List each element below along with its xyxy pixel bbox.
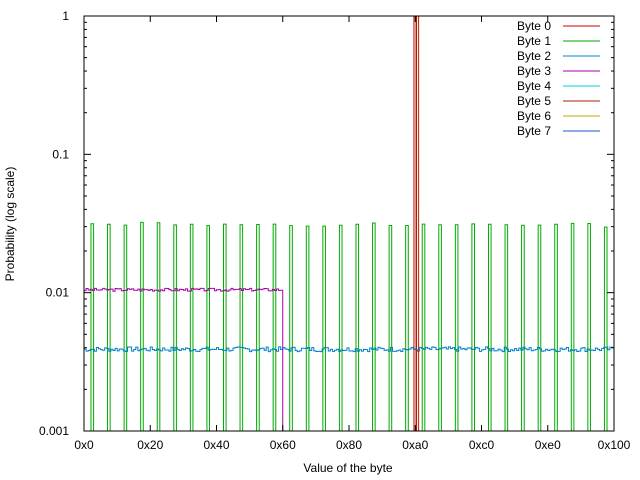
- series-spike: [537, 224, 542, 431]
- x-tick-label: 0xc0: [469, 438, 495, 452]
- series-line: [84, 346, 614, 353]
- series-spike: [587, 223, 591, 431]
- legend-label: Byte 7: [517, 124, 551, 138]
- x-tick-label: 0xa0: [402, 438, 428, 452]
- series-spike: [140, 221, 144, 431]
- series-spike: [454, 224, 459, 431]
- series-spike: [189, 223, 194, 431]
- series-spike: [421, 223, 426, 431]
- x-tick-label: 0x60: [270, 438, 296, 452]
- x-tick-label: 0x40: [203, 438, 229, 452]
- series-spike: [405, 224, 409, 431]
- legend-label: Byte 1: [517, 34, 551, 48]
- series-spike: [173, 224, 177, 431]
- legend-label: Byte 4: [517, 79, 551, 93]
- legend-label: Byte 6: [517, 109, 551, 123]
- series-spike: [305, 225, 310, 431]
- series-spike: [107, 223, 111, 431]
- y-tick-label: 0.01: [46, 286, 70, 300]
- x-tick-label: 0x100: [598, 438, 631, 452]
- y-tick-label: 1: [62, 9, 69, 23]
- series-spike: [570, 222, 575, 431]
- series-spike: [289, 225, 293, 431]
- series-spike: [256, 224, 260, 431]
- series-spike: [388, 224, 393, 431]
- series-spike: [504, 224, 509, 431]
- x-tick-label: 0x20: [137, 438, 163, 452]
- y-tick-label: 0.1: [52, 147, 69, 161]
- series-spike: [156, 222, 161, 431]
- legend-label: Byte 2: [517, 49, 551, 63]
- series-spike: [438, 224, 442, 431]
- y-tick-label: 0.001: [39, 424, 69, 438]
- series-spike: [471, 223, 476, 431]
- series-spike: [239, 224, 244, 431]
- x-tick-label: 0xe0: [535, 438, 561, 452]
- x-axis-label: Value of the byte: [303, 461, 393, 475]
- series-spike: [521, 224, 525, 431]
- x-tick-label: 0x0: [74, 438, 94, 452]
- series-spike: [372, 222, 376, 431]
- series-spike: [272, 223, 277, 431]
- series-spike: [338, 224, 343, 431]
- series-spike: [487, 223, 492, 431]
- legend-label: Byte 5: [517, 94, 551, 108]
- series-spike: [355, 223, 360, 431]
- legend-label: Byte 3: [517, 64, 551, 78]
- series-spike: [123, 224, 128, 431]
- legend-label: Byte 0: [517, 19, 551, 33]
- series-spike: [90, 223, 95, 431]
- series-spike: [603, 226, 608, 431]
- series-spike: [206, 225, 211, 431]
- series-line: [84, 287, 284, 431]
- axis-ticks: 0x0 0x20 0x40 0x60 0x80 0xa0 0xc0 0xe0 0x100 0.00…: [39, 9, 631, 452]
- series-spike: [554, 223, 558, 431]
- series-spike: [322, 225, 326, 431]
- y-axis-label: Probability (log scale): [3, 167, 17, 282]
- series-spike: [222, 223, 227, 431]
- x-tick-label: 0x80: [336, 438, 362, 452]
- series-layer: [84, 15, 614, 431]
